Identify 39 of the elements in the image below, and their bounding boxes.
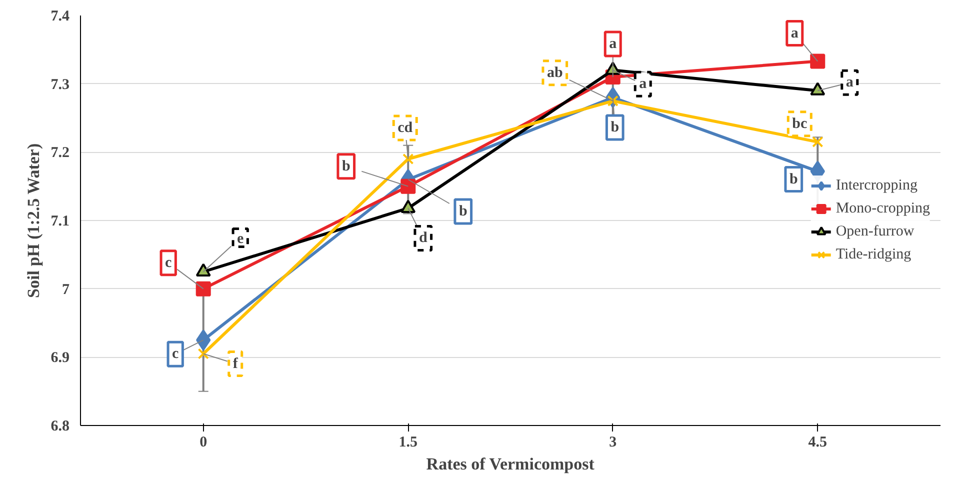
annotation: b	[342, 158, 350, 174]
annotation: a	[639, 76, 648, 92]
annotation: c	[165, 254, 172, 271]
annotation: b	[610, 120, 620, 136]
annotation: a	[790, 25, 799, 42]
legend-label: Intercropping	[836, 177, 918, 194]
annotation: d	[418, 230, 428, 246]
y-tick-label: 6.8	[50, 418, 70, 434]
x-tick-label: 0	[200, 434, 208, 450]
annotation: b	[789, 171, 798, 188]
legend-label: Open-furrow	[836, 223, 914, 240]
point	[810, 54, 826, 69]
annotation: bc	[792, 116, 808, 132]
y-tick-label: 6.9	[50, 350, 70, 366]
point	[196, 281, 211, 296]
x-tick-label: 1.5	[398, 434, 418, 450]
annotation: a	[609, 36, 618, 52]
x-axis-title: Rates of Vermicompost	[426, 454, 595, 474]
annotation: e	[237, 230, 244, 247]
annotation: a	[846, 74, 854, 91]
y-tick-label: 7.3	[50, 76, 70, 93]
annotation: c	[172, 346, 180, 362]
point	[400, 178, 416, 194]
x-tick-label: 4.5	[808, 434, 828, 450]
legend-label: Tide-ridging	[836, 246, 912, 263]
y-tick-label: 7.2	[50, 145, 70, 162]
y-tick-label: 7	[62, 282, 70, 298]
annotation: f	[232, 356, 239, 372]
legend-label: Mono-cropping	[836, 200, 930, 217]
annotation: cd	[398, 120, 414, 136]
x-tick-label: 3	[609, 434, 617, 450]
annotation: b	[458, 204, 468, 220]
point	[402, 153, 414, 165]
y-axis-title: Soil pH (1:2.5 Water)	[24, 143, 43, 298]
point	[812, 136, 824, 148]
annotation: ab	[546, 64, 563, 81]
point	[198, 348, 209, 360]
y-tick-label: 7.1	[50, 214, 70, 230]
y-tick-label: 7.4	[50, 8, 70, 24]
